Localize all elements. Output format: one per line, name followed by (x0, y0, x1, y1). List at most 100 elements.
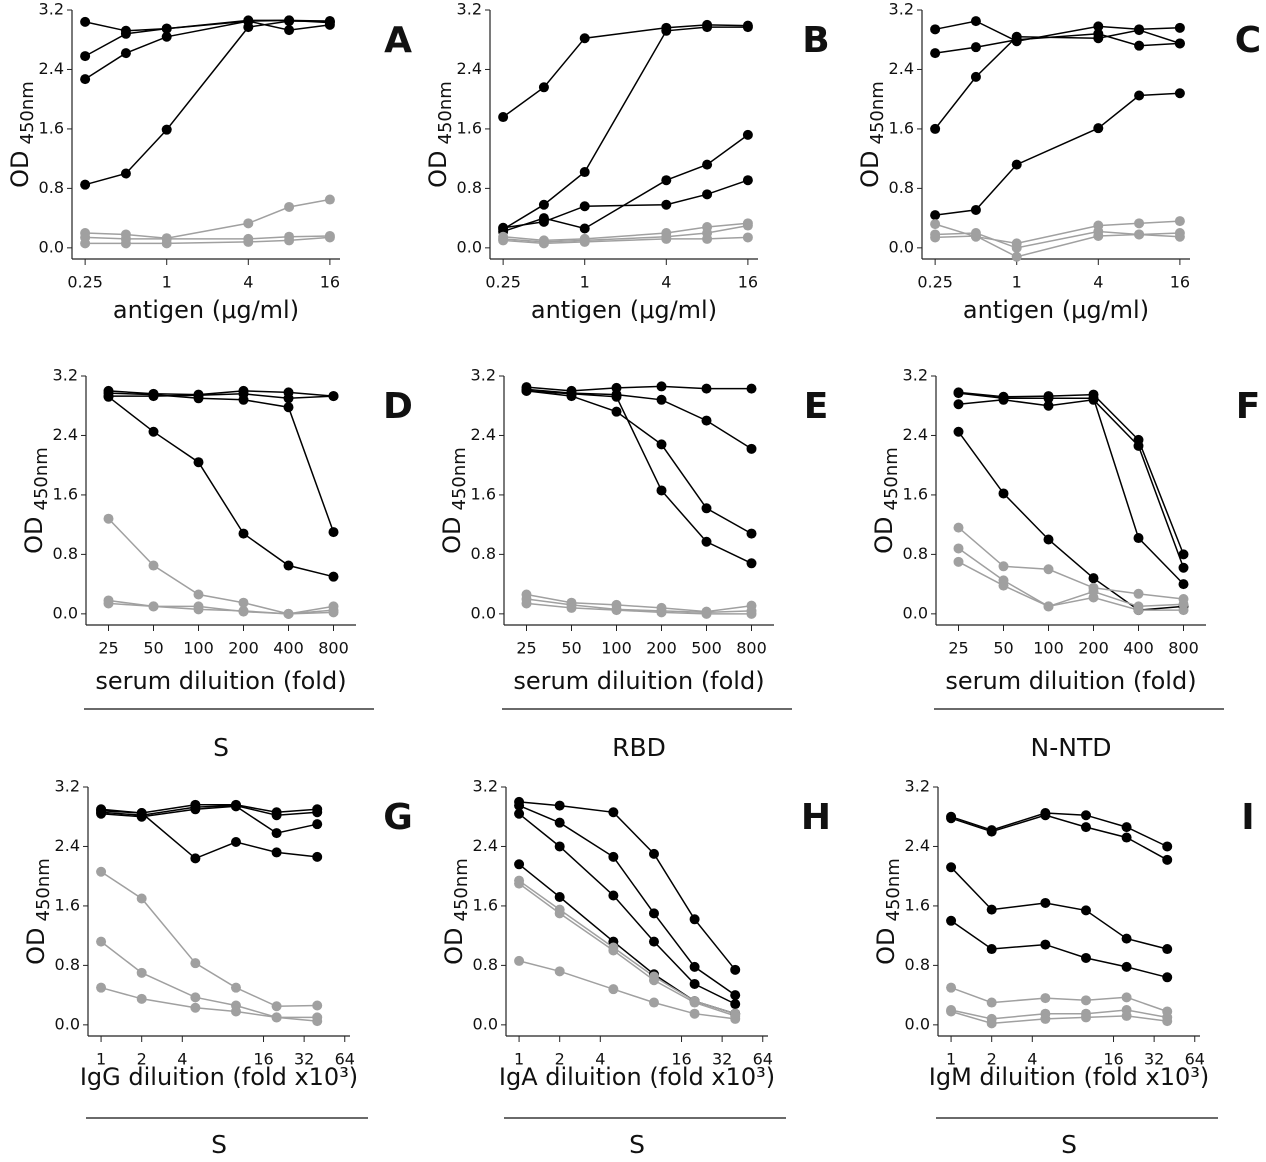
data-point (730, 964, 741, 975)
x-axis-label: IgG diluition (fold x10³) (80, 1063, 358, 1091)
y-tick-label: 0.0 (471, 603, 496, 622)
data-point (970, 42, 981, 53)
data-point (96, 936, 107, 947)
data-point (1043, 564, 1054, 575)
data-point (689, 997, 700, 1008)
series-line (518, 960, 736, 1020)
data-point (1134, 229, 1145, 240)
x-tick-label: 800 (736, 639, 767, 658)
series-line (518, 880, 736, 1015)
series-line (526, 390, 752, 535)
x-tick-label: 200 (228, 639, 259, 658)
x-tick-label: 16 (1170, 273, 1190, 292)
data-point (1080, 995, 1091, 1006)
data-point (161, 23, 172, 34)
data-point (161, 238, 172, 249)
data-point (284, 16, 295, 27)
data-point (702, 233, 713, 244)
data-point (230, 801, 241, 812)
group-label: RBD (612, 733, 666, 762)
x-tick-label: 50 (561, 639, 581, 658)
y-axis-label: OD 450nm (438, 447, 470, 554)
series-line (950, 1010, 1168, 1025)
data-point (1080, 810, 1091, 821)
y-tick-label: 1.6 (903, 484, 928, 503)
data-point (608, 984, 619, 995)
x-tick-label: 1 (946, 1050, 956, 1069)
data-point (656, 485, 667, 496)
data-point (193, 604, 204, 615)
group-label: S (213, 733, 229, 762)
x-tick-label: 50 (993, 639, 1013, 658)
data-point (742, 220, 753, 231)
x-tick-label: 25 (98, 639, 118, 658)
data-point (1134, 90, 1145, 101)
series-line (526, 388, 752, 450)
data-point (1121, 992, 1132, 1003)
data-point (1162, 854, 1173, 865)
data-point (579, 33, 590, 44)
data-point (324, 194, 335, 205)
series-line (934, 29, 1181, 130)
y-tick-label: 2.4 (39, 59, 64, 78)
data-point (554, 892, 565, 903)
y-axis-label: OD 450nm (872, 858, 904, 965)
data-point (193, 390, 204, 401)
data-point (730, 999, 741, 1010)
data-point (1174, 231, 1185, 242)
x-tick-label: 500 (691, 639, 722, 658)
data-point (986, 944, 997, 955)
x-tick-label: 1 (1012, 273, 1022, 292)
group-label: N-NTD (1031, 733, 1112, 762)
data-point (103, 391, 114, 402)
x-tick-label: 2 (137, 1050, 147, 1069)
data-point (190, 804, 201, 815)
data-point (656, 394, 667, 405)
x-tick-label: 100 (1033, 639, 1064, 658)
data-point (238, 388, 249, 399)
data-point (661, 175, 672, 186)
panel: 0.0 0.8 1.6 2.4 3.2 0.25 1 4 16 OD 450nm antigen (μ… (424, 0, 830, 324)
data-point (998, 488, 1009, 499)
panel: 0.0 0.8 1.6 2.4 3.2 25 50 100 200 500 800 OD 450nm se… (438, 366, 828, 763)
data-point (1178, 579, 1189, 590)
data-point (554, 841, 565, 852)
data-point (284, 201, 295, 212)
y-axis-label: OD 450nm (856, 81, 888, 188)
data-point (1040, 897, 1051, 908)
y-tick-label: 0.0 (457, 237, 482, 256)
data-point (243, 236, 254, 247)
data-point (238, 597, 249, 608)
data-point (148, 391, 159, 402)
series-line (84, 20, 330, 186)
x-tick-label: 50 (143, 639, 163, 658)
y-tick-label: 2.4 (55, 836, 80, 855)
data-point (1162, 841, 1173, 852)
y-axis-label-main: OD (20, 516, 48, 553)
data-point (1174, 38, 1185, 49)
series-line (957, 431, 1184, 611)
panel-letter: B (802, 20, 829, 61)
panel: 0.0 0.8 1.6 2.4 3.2 25 50 100 200 400 800 OD 450nm se… (20, 366, 413, 763)
data-point (1178, 549, 1189, 560)
y-tick-label: 0.8 (473, 955, 498, 974)
series-line (100, 871, 318, 1008)
data-point (328, 391, 339, 402)
x-tick-label: 4 (595, 1050, 605, 1069)
panel: 0.0 0.8 1.6 2.4 3.2 1 2 4 16 32 64 OD 450nm IgM dilui… (872, 777, 1255, 1160)
x-tick-label: 4 (243, 273, 253, 292)
data-point (656, 439, 667, 450)
y-axis-label-main: OD (424, 150, 452, 187)
data-point (611, 406, 622, 417)
data-point (120, 168, 131, 179)
series-line (950, 866, 1168, 950)
data-point (953, 388, 964, 399)
x-tick-label: 25 (516, 639, 536, 658)
data-point (930, 24, 941, 35)
data-point (1043, 400, 1054, 411)
y-axis-label-main: OD (22, 927, 50, 964)
series-line (958, 399, 1185, 569)
data-point (1174, 22, 1185, 33)
x-axis-label: antigen (μg/ml) (113, 296, 299, 324)
x-axis-label: serum diluition (fold) (95, 667, 346, 695)
